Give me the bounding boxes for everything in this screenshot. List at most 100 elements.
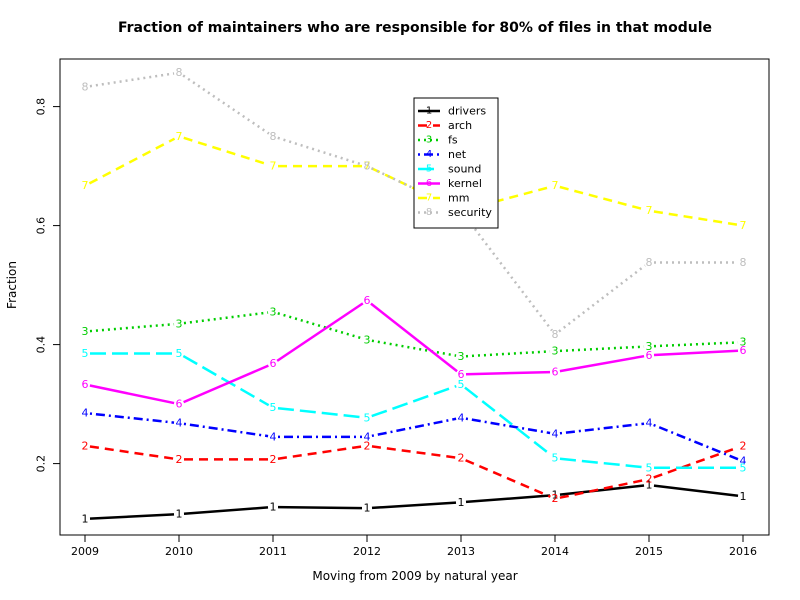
data-point-marker: 6 bbox=[82, 378, 89, 391]
series-segment bbox=[276, 302, 364, 362]
data-point-marker: 3 bbox=[646, 340, 653, 353]
data-point-marker: 4 bbox=[552, 427, 559, 440]
legend-label: fs bbox=[448, 134, 458, 147]
data-point-marker: 3 bbox=[82, 325, 89, 338]
legend-item: 4 net bbox=[418, 148, 467, 161]
data-point-marker: 6 bbox=[270, 357, 277, 370]
data-point-marker: 8 bbox=[364, 160, 371, 173]
x-tick-label: 2013 bbox=[447, 545, 475, 558]
data-point-marker: 7 bbox=[82, 179, 89, 192]
data-point-marker: 1 bbox=[270, 501, 277, 514]
x-tick-label: 2009 bbox=[71, 545, 99, 558]
legend: 1 drivers 2 arch 3 fs 4 net 5 sound 6 kernel 7 mm 8 sec… bbox=[413, 97, 499, 229]
series-segment bbox=[465, 459, 551, 498]
legend-item: 6 kernel bbox=[418, 177, 482, 190]
legend-label: mm bbox=[448, 192, 469, 205]
x-tick-label: 2014 bbox=[541, 545, 569, 558]
series-fs: 3 3 3 3 3 3 3 3 bbox=[82, 305, 747, 363]
series-segment bbox=[183, 506, 269, 516]
x-tick-label: 2011 bbox=[259, 545, 287, 558]
legend-label: sound bbox=[448, 163, 481, 176]
y-axis-label: Fraction bbox=[5, 261, 19, 309]
data-point-marker: 2 bbox=[82, 439, 89, 452]
series-segment bbox=[463, 213, 553, 332]
data-point-marker: 5 bbox=[740, 461, 747, 474]
series-segment bbox=[89, 412, 175, 424]
data-point-marker: 2 bbox=[552, 492, 559, 505]
series-segment bbox=[89, 445, 175, 460]
series-segment bbox=[89, 513, 175, 520]
legend-box bbox=[413, 97, 499, 229]
series-segment bbox=[559, 345, 645, 353]
series-segment bbox=[558, 264, 646, 333]
series-segment bbox=[371, 445, 457, 459]
series-segment bbox=[559, 185, 645, 211]
x-tick-label: 2015 bbox=[635, 545, 663, 558]
series-segment bbox=[89, 322, 175, 333]
data-point-marker: 3 bbox=[552, 345, 559, 358]
data-point-marker: 4 bbox=[740, 455, 747, 468]
data-point-marker: 2 bbox=[364, 439, 371, 452]
series-segment bbox=[559, 484, 645, 496]
data-point-marker: 5 bbox=[552, 452, 559, 465]
data-point-marker: 6 bbox=[646, 349, 653, 362]
data-point-marker: 1 bbox=[82, 512, 89, 525]
legend-symbol: 1 bbox=[426, 106, 432, 117]
series-segment bbox=[653, 484, 739, 497]
legend-label: security bbox=[448, 206, 492, 219]
data-point-marker: 1 bbox=[364, 502, 371, 515]
data-point-marker: 4 bbox=[270, 430, 277, 443]
series-segment bbox=[371, 501, 457, 510]
x-tick-label: 2012 bbox=[353, 545, 381, 558]
data-point-marker: 2 bbox=[176, 453, 183, 466]
series-segment bbox=[277, 505, 363, 510]
series-segment bbox=[277, 312, 363, 340]
data-point-marker: 2 bbox=[270, 453, 277, 466]
data-point-marker: 8 bbox=[82, 80, 89, 93]
data-point-marker: 6 bbox=[552, 365, 559, 378]
legend-item: 3 fs bbox=[418, 134, 458, 147]
series-arch: 2 2 2 2 2 2 2 2 bbox=[82, 439, 747, 505]
data-point-marker: 4 bbox=[176, 417, 183, 430]
data-point-marker: 7 bbox=[646, 204, 653, 217]
series-segment bbox=[465, 417, 551, 435]
series-segment bbox=[465, 350, 551, 358]
legend-item: 2 arch bbox=[418, 119, 472, 132]
series-kernel: 6 6 6 6 6 6 6 6 bbox=[82, 294, 747, 411]
y-tick-label: 0.2 bbox=[35, 455, 48, 473]
data-point-marker: 5 bbox=[458, 378, 465, 391]
data-point-marker: 5 bbox=[176, 347, 183, 360]
series-segment bbox=[182, 74, 270, 135]
data-point-marker: 4 bbox=[646, 417, 653, 430]
legend-symbol: 4 bbox=[426, 149, 432, 160]
plot-frame bbox=[59, 58, 770, 536]
legend-item: 8 security bbox=[418, 206, 492, 219]
series-sound: 5 5 5 5 5 5 5 5 bbox=[82, 347, 747, 474]
data-point-marker: 7 bbox=[270, 160, 277, 173]
data-point-marker: 1 bbox=[176, 508, 183, 521]
series-segment bbox=[653, 423, 739, 461]
data-point-marker: 2 bbox=[458, 452, 465, 465]
data-point-marker: 1 bbox=[552, 489, 559, 502]
data-point-marker: 8 bbox=[176, 66, 183, 79]
data-point-marker: 6 bbox=[176, 398, 183, 411]
series-segment bbox=[183, 422, 269, 438]
data-point-marker: 8 bbox=[646, 256, 653, 269]
data-point-marker: 3 bbox=[364, 333, 371, 346]
legend-symbol: 8 bbox=[426, 207, 432, 218]
series-segment bbox=[559, 422, 645, 435]
legend-item: 5 sound bbox=[418, 163, 481, 176]
data-point-marker: 2 bbox=[740, 439, 747, 452]
series-segment bbox=[653, 349, 739, 357]
series-segment bbox=[277, 136, 363, 166]
series-net: 4 4 4 4 4 4 4 4 bbox=[82, 407, 747, 468]
legend-symbol: 3 bbox=[426, 135, 432, 146]
data-point-marker: 6 bbox=[364, 294, 371, 307]
series-segment bbox=[464, 386, 552, 457]
y-tick-label: 0.6 bbox=[35, 217, 48, 235]
legend-symbol: 7 bbox=[426, 193, 432, 204]
legend-label: drivers bbox=[448, 105, 486, 118]
data-point-marker: 3 bbox=[458, 350, 465, 363]
